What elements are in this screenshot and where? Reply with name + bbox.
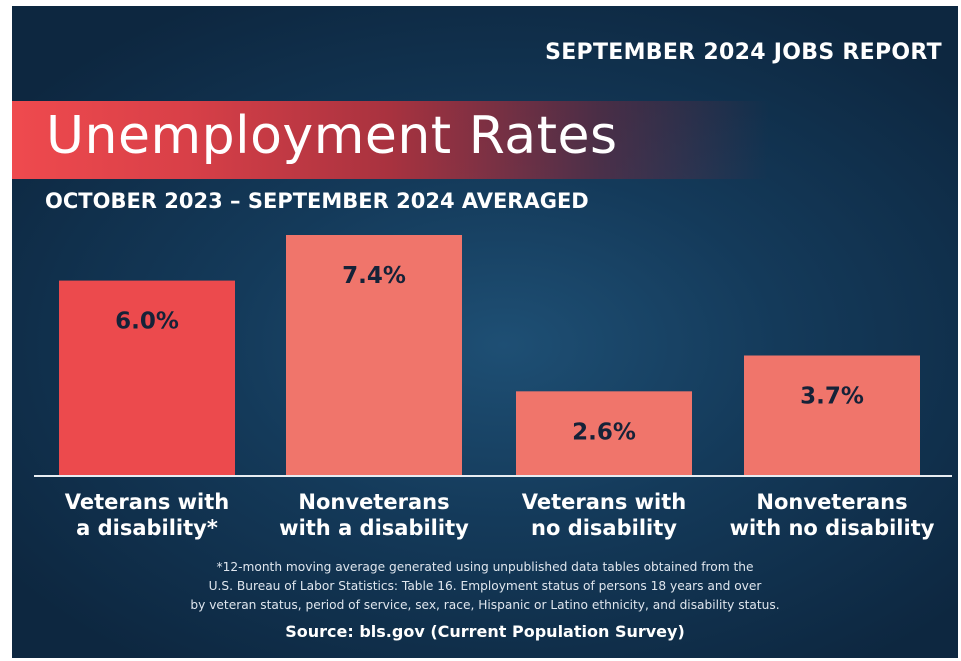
bar-value-label: 7.4% (342, 263, 406, 289)
footnote-line: *12-month moving average generated using… (216, 560, 754, 574)
footnote-line: by veteran status, period of service, se… (190, 598, 780, 612)
report-label: SEPTEMBER 2024 JOBS REPORT (545, 40, 942, 65)
category-label: a disability* (76, 516, 218, 540)
chart-title: Unemployment Rates (46, 106, 618, 166)
footnote: *12-month moving average generated using… (12, 558, 958, 615)
category-label: Nonveterans (298, 490, 449, 514)
category-label: with no disability (730, 516, 935, 540)
category-label: Veterans with (522, 490, 687, 514)
category-label: Veterans with (65, 490, 230, 514)
bar (744, 355, 920, 476)
footnote-line: U.S. Bureau of Labor Statistics: Table 1… (208, 579, 762, 593)
category-label: no disability (531, 516, 677, 540)
category-label: with a disability (279, 516, 469, 540)
category-label: Nonveterans (756, 490, 907, 514)
bar (59, 280, 235, 476)
source-note: Source: bls.gov (Current Population Surv… (285, 622, 685, 641)
bar-value-label: 3.7% (800, 384, 864, 410)
title-band (12, 101, 958, 179)
chart-subtitle: OCTOBER 2023 – SEPTEMBER 2024 AVERAGED (45, 189, 589, 213)
bar-value-label: 2.6% (572, 419, 636, 445)
bar (286, 235, 462, 476)
bar (516, 391, 692, 476)
infographic: SEPTEMBER 2024 JOBS REPORT Unemployment … (12, 6, 958, 658)
bar-value-label: 6.0% (115, 309, 179, 335)
